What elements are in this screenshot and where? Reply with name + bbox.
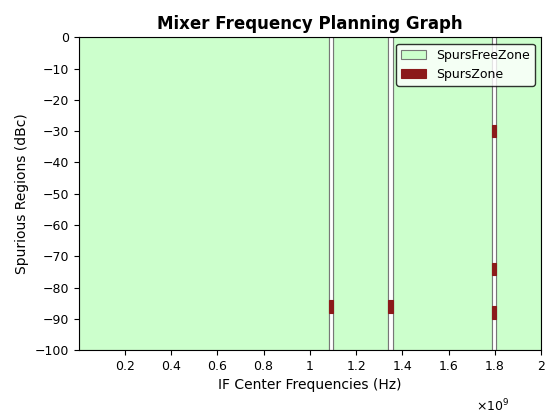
- Bar: [492, 262, 496, 275]
- Bar: [333, 37, 388, 350]
- Text: $\times10^9$: $\times10^9$: [476, 398, 510, 415]
- Legend: SpursFreeZone, SpursZone: SpursFreeZone, SpursZone: [396, 44, 535, 86]
- Bar: [388, 37, 393, 350]
- X-axis label: IF Center Frequencies (Hz): IF Center Frequencies (Hz): [218, 378, 402, 392]
- Bar: [329, 37, 333, 350]
- Bar: [492, 306, 496, 319]
- Title: Mixer Frequency Planning Graph: Mixer Frequency Planning Graph: [157, 15, 463, 33]
- Bar: [329, 300, 333, 312]
- Bar: [393, 37, 492, 350]
- Bar: [496, 37, 541, 350]
- Y-axis label: Spurious Regions (dBc): Spurious Regions (dBc): [15, 113, 29, 274]
- Bar: [78, 37, 329, 350]
- Bar: [388, 300, 393, 312]
- Bar: [492, 37, 496, 350]
- Bar: [492, 125, 496, 137]
